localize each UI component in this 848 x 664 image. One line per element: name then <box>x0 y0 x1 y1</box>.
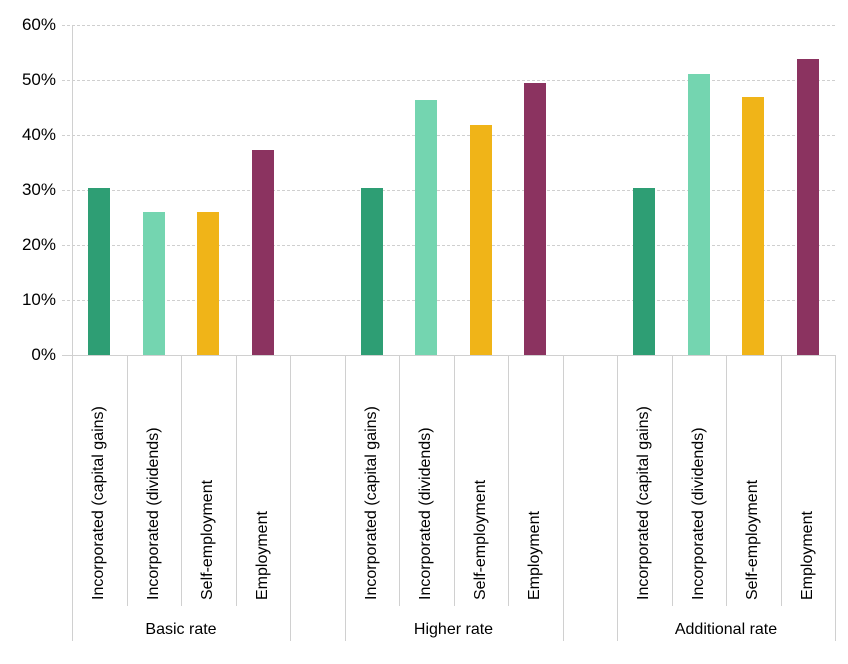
y-tick-label: 50% <box>21 70 56 89</box>
y-tick-label: 20% <box>21 235 56 254</box>
group-separator <box>72 355 73 641</box>
category-label: Self-employment <box>199 479 217 600</box>
y-tick-label: 60% <box>21 15 56 34</box>
category-label: Employment <box>798 511 816 600</box>
group-label: Basic rate <box>145 621 217 638</box>
bar <box>633 188 656 355</box>
bar <box>469 124 492 355</box>
bar <box>742 97 765 355</box>
gridline <box>62 300 835 301</box>
category-label: Incorporated (capital gains) <box>90 406 108 600</box>
gridline <box>62 25 835 26</box>
category-separator <box>235 355 237 606</box>
group-separator <box>290 355 291 641</box>
category-label: Incorporated (dividends) <box>417 427 435 600</box>
category-separator <box>453 355 455 606</box>
category-label: Incorporated (dividends) <box>144 427 162 600</box>
category-separator <box>181 355 182 606</box>
y-tick-label: 40% <box>21 125 56 144</box>
category-label: Employment <box>253 511 271 600</box>
category-separator <box>726 355 727 606</box>
y-tick-label: 10% <box>21 290 56 309</box>
bar <box>687 73 710 355</box>
category-label: Incorporated (capital gains) <box>362 406 380 600</box>
group-label: Additional rate <box>674 621 778 638</box>
group-label: Higher rate <box>413 621 494 638</box>
bar <box>360 188 383 355</box>
bar <box>197 212 220 355</box>
bar <box>142 212 165 355</box>
x-axis-line <box>62 355 835 356</box>
group-separator <box>562 355 564 641</box>
category-label: Incorporated (capital gains) <box>635 406 653 600</box>
y-axis-line <box>72 25 73 355</box>
category-separator <box>399 355 400 606</box>
category-label: Self-employment <box>744 479 762 600</box>
category-label: Employment <box>526 511 544 600</box>
category-separator <box>780 355 782 606</box>
gridline <box>62 135 835 136</box>
bar <box>415 100 438 355</box>
group-separator <box>617 355 618 641</box>
y-tick-label: 0% <box>31 345 56 364</box>
bar <box>796 59 819 355</box>
y-tick-label: 30% <box>21 180 56 199</box>
gridline <box>62 80 835 81</box>
category-separator <box>126 355 128 606</box>
gridline <box>62 245 835 246</box>
category-separator <box>508 355 509 606</box>
category-separator <box>671 355 673 606</box>
bar <box>251 149 274 355</box>
gridline <box>62 190 835 191</box>
bar <box>88 188 111 355</box>
group-separator <box>344 355 346 641</box>
category-label: Self-employment <box>471 479 489 600</box>
group-separator <box>835 355 836 641</box>
bar <box>524 82 547 355</box>
category-label: Incorporated (dividends) <box>689 427 707 600</box>
